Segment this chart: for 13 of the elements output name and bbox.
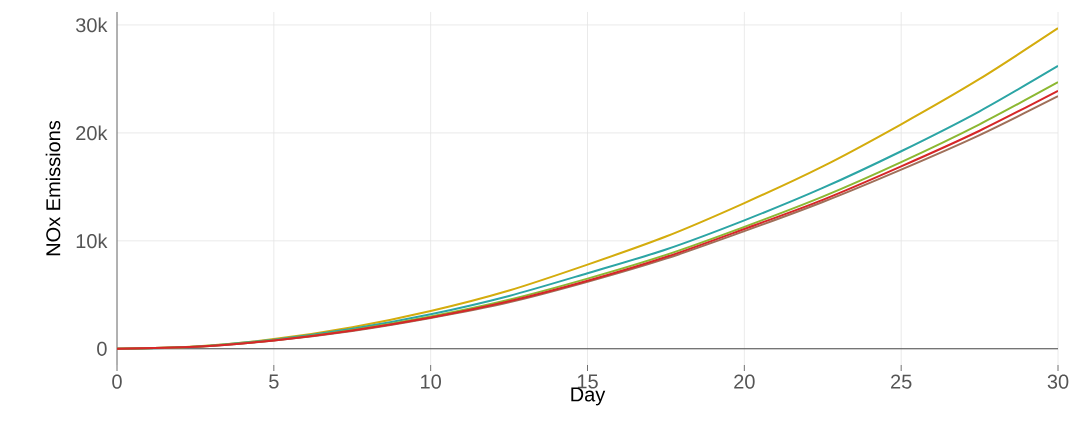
x-tick-label: 20 xyxy=(734,374,755,389)
x-axis-title: Day xyxy=(571,387,606,406)
x-tick-label: 0 xyxy=(112,374,122,389)
y-axis-title: NOx Emissions xyxy=(45,120,61,256)
x-tick-label: 10 xyxy=(421,374,441,389)
x-tick-label: 15 xyxy=(577,374,598,389)
x-tick-label: 5 xyxy=(269,374,279,389)
y-tick-label: 10k xyxy=(76,233,108,249)
y-tick-label: 30k xyxy=(75,17,108,33)
x-tick-label: 30 xyxy=(1047,374,1069,389)
y-tick-label: 0 xyxy=(97,341,107,356)
x-tick-label: 25 xyxy=(891,374,912,389)
y-tick-label: 20k xyxy=(76,125,108,141)
